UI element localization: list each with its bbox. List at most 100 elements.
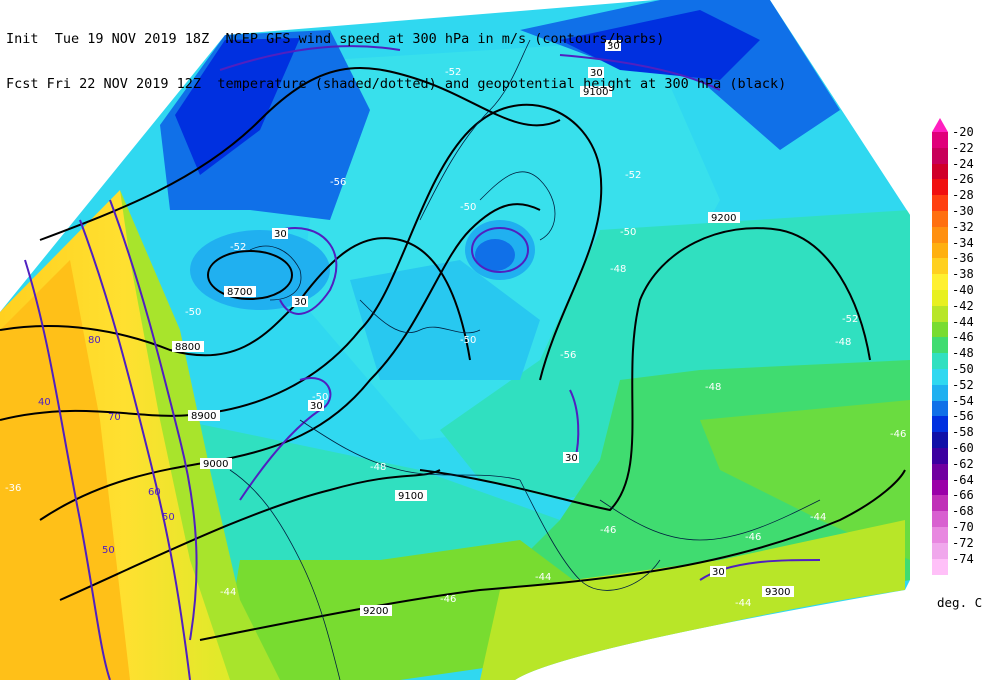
wind-label: 30: [590, 68, 603, 79]
temperature-label: -50: [312, 392, 328, 403]
header-line-init: Init Tue 19 NOV 2019 18Z NCEP GFS wind s…: [6, 31, 665, 47]
colorbar-label: -42: [952, 298, 974, 313]
colorbar-swatch: [932, 337, 948, 354]
temperature-label: -48: [705, 382, 721, 393]
colorbar-swatch: [932, 369, 948, 386]
colorbar-swatch: [932, 432, 948, 449]
wind-label: 50: [102, 545, 115, 556]
colorbar-label: -34: [952, 235, 974, 250]
temperature-label: -46: [440, 594, 456, 605]
colorbar-swatch: [932, 258, 948, 275]
colorbar-label: -52: [952, 377, 974, 392]
colorbar-label: -24: [952, 156, 974, 171]
colorbar-label: -32: [952, 219, 974, 234]
wind-label: 30: [294, 297, 307, 308]
colorbar-label: -50: [952, 362, 974, 376]
coastlines: [229, 39, 821, 680]
colorbar-label: -22: [952, 140, 974, 155]
temperature-label: -50: [185, 307, 201, 318]
colorbar-swatch: [932, 511, 948, 528]
temperature-label: -50: [460, 335, 476, 346]
temperature-label: -52: [445, 67, 461, 78]
wind-label: 60: [148, 487, 161, 498]
colorbar-unit-label: deg. C: [937, 595, 983, 610]
colorbar-swatch: [932, 132, 948, 149]
colorbar-swatch: [932, 274, 948, 291]
colorbar-swatch: [932, 463, 948, 481]
wind-label: 40: [38, 397, 51, 408]
wind-label: 30: [607, 41, 620, 52]
colorbar-swatch: [932, 416, 948, 433]
colorbar-label: -58: [952, 425, 974, 440]
temperature-label: -46: [600, 525, 616, 536]
colorbar-swatch: [932, 242, 948, 259]
wind-label: 30: [274, 229, 287, 240]
wind-label: 70: [108, 412, 121, 423]
wind-label: 30: [712, 567, 725, 578]
colorbar-label: -54: [952, 393, 974, 408]
height-label: 8700: [227, 287, 252, 298]
colorbar-label: -56: [952, 409, 974, 424]
temperature-label: -50: [460, 202, 476, 213]
wind-contours: [24, 45, 821, 680]
height-label-group: 8700 8800 8900 9000 9100 9200 9200 9300 …: [172, 86, 794, 617]
colorbar-swatch: [932, 305, 948, 323]
colorbar-swatch: [932, 527, 948, 544]
colorbar-label: -62: [952, 456, 974, 471]
colorbar-label: -20: [952, 125, 974, 139]
colorbar-swatch: [932, 479, 948, 496]
colorbar-label: -60: [952, 441, 974, 455]
colorbar-label: -38: [952, 267, 974, 282]
height-label: 9200: [363, 606, 388, 617]
colorbar-label: -44: [952, 314, 974, 329]
wind-label: 30: [565, 453, 578, 464]
colorbar-label: -68: [952, 504, 974, 519]
temperature-label: -44: [810, 512, 826, 523]
temperature-label: -48: [835, 337, 851, 348]
colorbar-label: -26: [952, 172, 974, 187]
colorbar-label: -46: [952, 330, 974, 345]
wind-label: 30: [310, 401, 323, 412]
colorbar-swatch: [932, 226, 948, 244]
colorbar-label: -70: [952, 520, 974, 534]
colorbar-label: -64: [952, 472, 974, 487]
colorbar-swatch: [932, 195, 948, 212]
header-line-forecast: Fcst Fri 22 NOV 2019 12Z temperature (sh…: [6, 76, 787, 92]
temperature-label: -48: [370, 462, 386, 473]
height-contours: [0, 67, 906, 641]
height-label: 9300: [765, 587, 790, 598]
colorbar-label: -36: [952, 251, 974, 266]
wind-label: 80: [88, 335, 101, 346]
height-label: 9000: [203, 459, 228, 470]
temperature-label: -36: [5, 483, 21, 494]
colorbar-label: -74: [952, 551, 974, 566]
colorbar-label: -72: [952, 535, 974, 550]
colorbar-swatch: [932, 211, 948, 228]
temperature-label: -48: [610, 264, 626, 275]
colorbar-swatch: [932, 558, 948, 575]
temperature-label: -52: [230, 242, 246, 253]
colorbar-swatch: [932, 495, 948, 512]
colorbar-swatch: [932, 384, 948, 402]
map-header: Init Tue 19 NOV 2019 18Z NCEP GFS wind s…: [6, 2, 786, 107]
colorbar-swatch: [932, 321, 948, 338]
wind-label: 50: [162, 512, 175, 523]
temperature-label: -56: [560, 350, 576, 361]
temperature-label: -46: [745, 532, 761, 543]
temperature-label: -50: [620, 227, 636, 238]
temperature-label: -52: [842, 314, 858, 325]
colorbar-swatch: [932, 400, 948, 417]
colorbar-top-arrow: [932, 118, 948, 132]
colorbar-label: -30: [952, 204, 974, 218]
colorbar-swatch: [932, 542, 948, 560]
temperature-label: -56: [330, 177, 346, 188]
temperature-label: -46: [890, 429, 906, 440]
height-label: 8800: [175, 342, 200, 353]
colorbar-label: -66: [952, 488, 974, 503]
height-label: 9100: [583, 87, 608, 98]
colorbar-label: -40: [952, 283, 974, 297]
temperature-label: -44: [535, 572, 551, 583]
colorbar-label: -28: [952, 188, 974, 203]
colorbar-swatch: [932, 163, 948, 180]
height-label: 9200: [711, 213, 736, 224]
